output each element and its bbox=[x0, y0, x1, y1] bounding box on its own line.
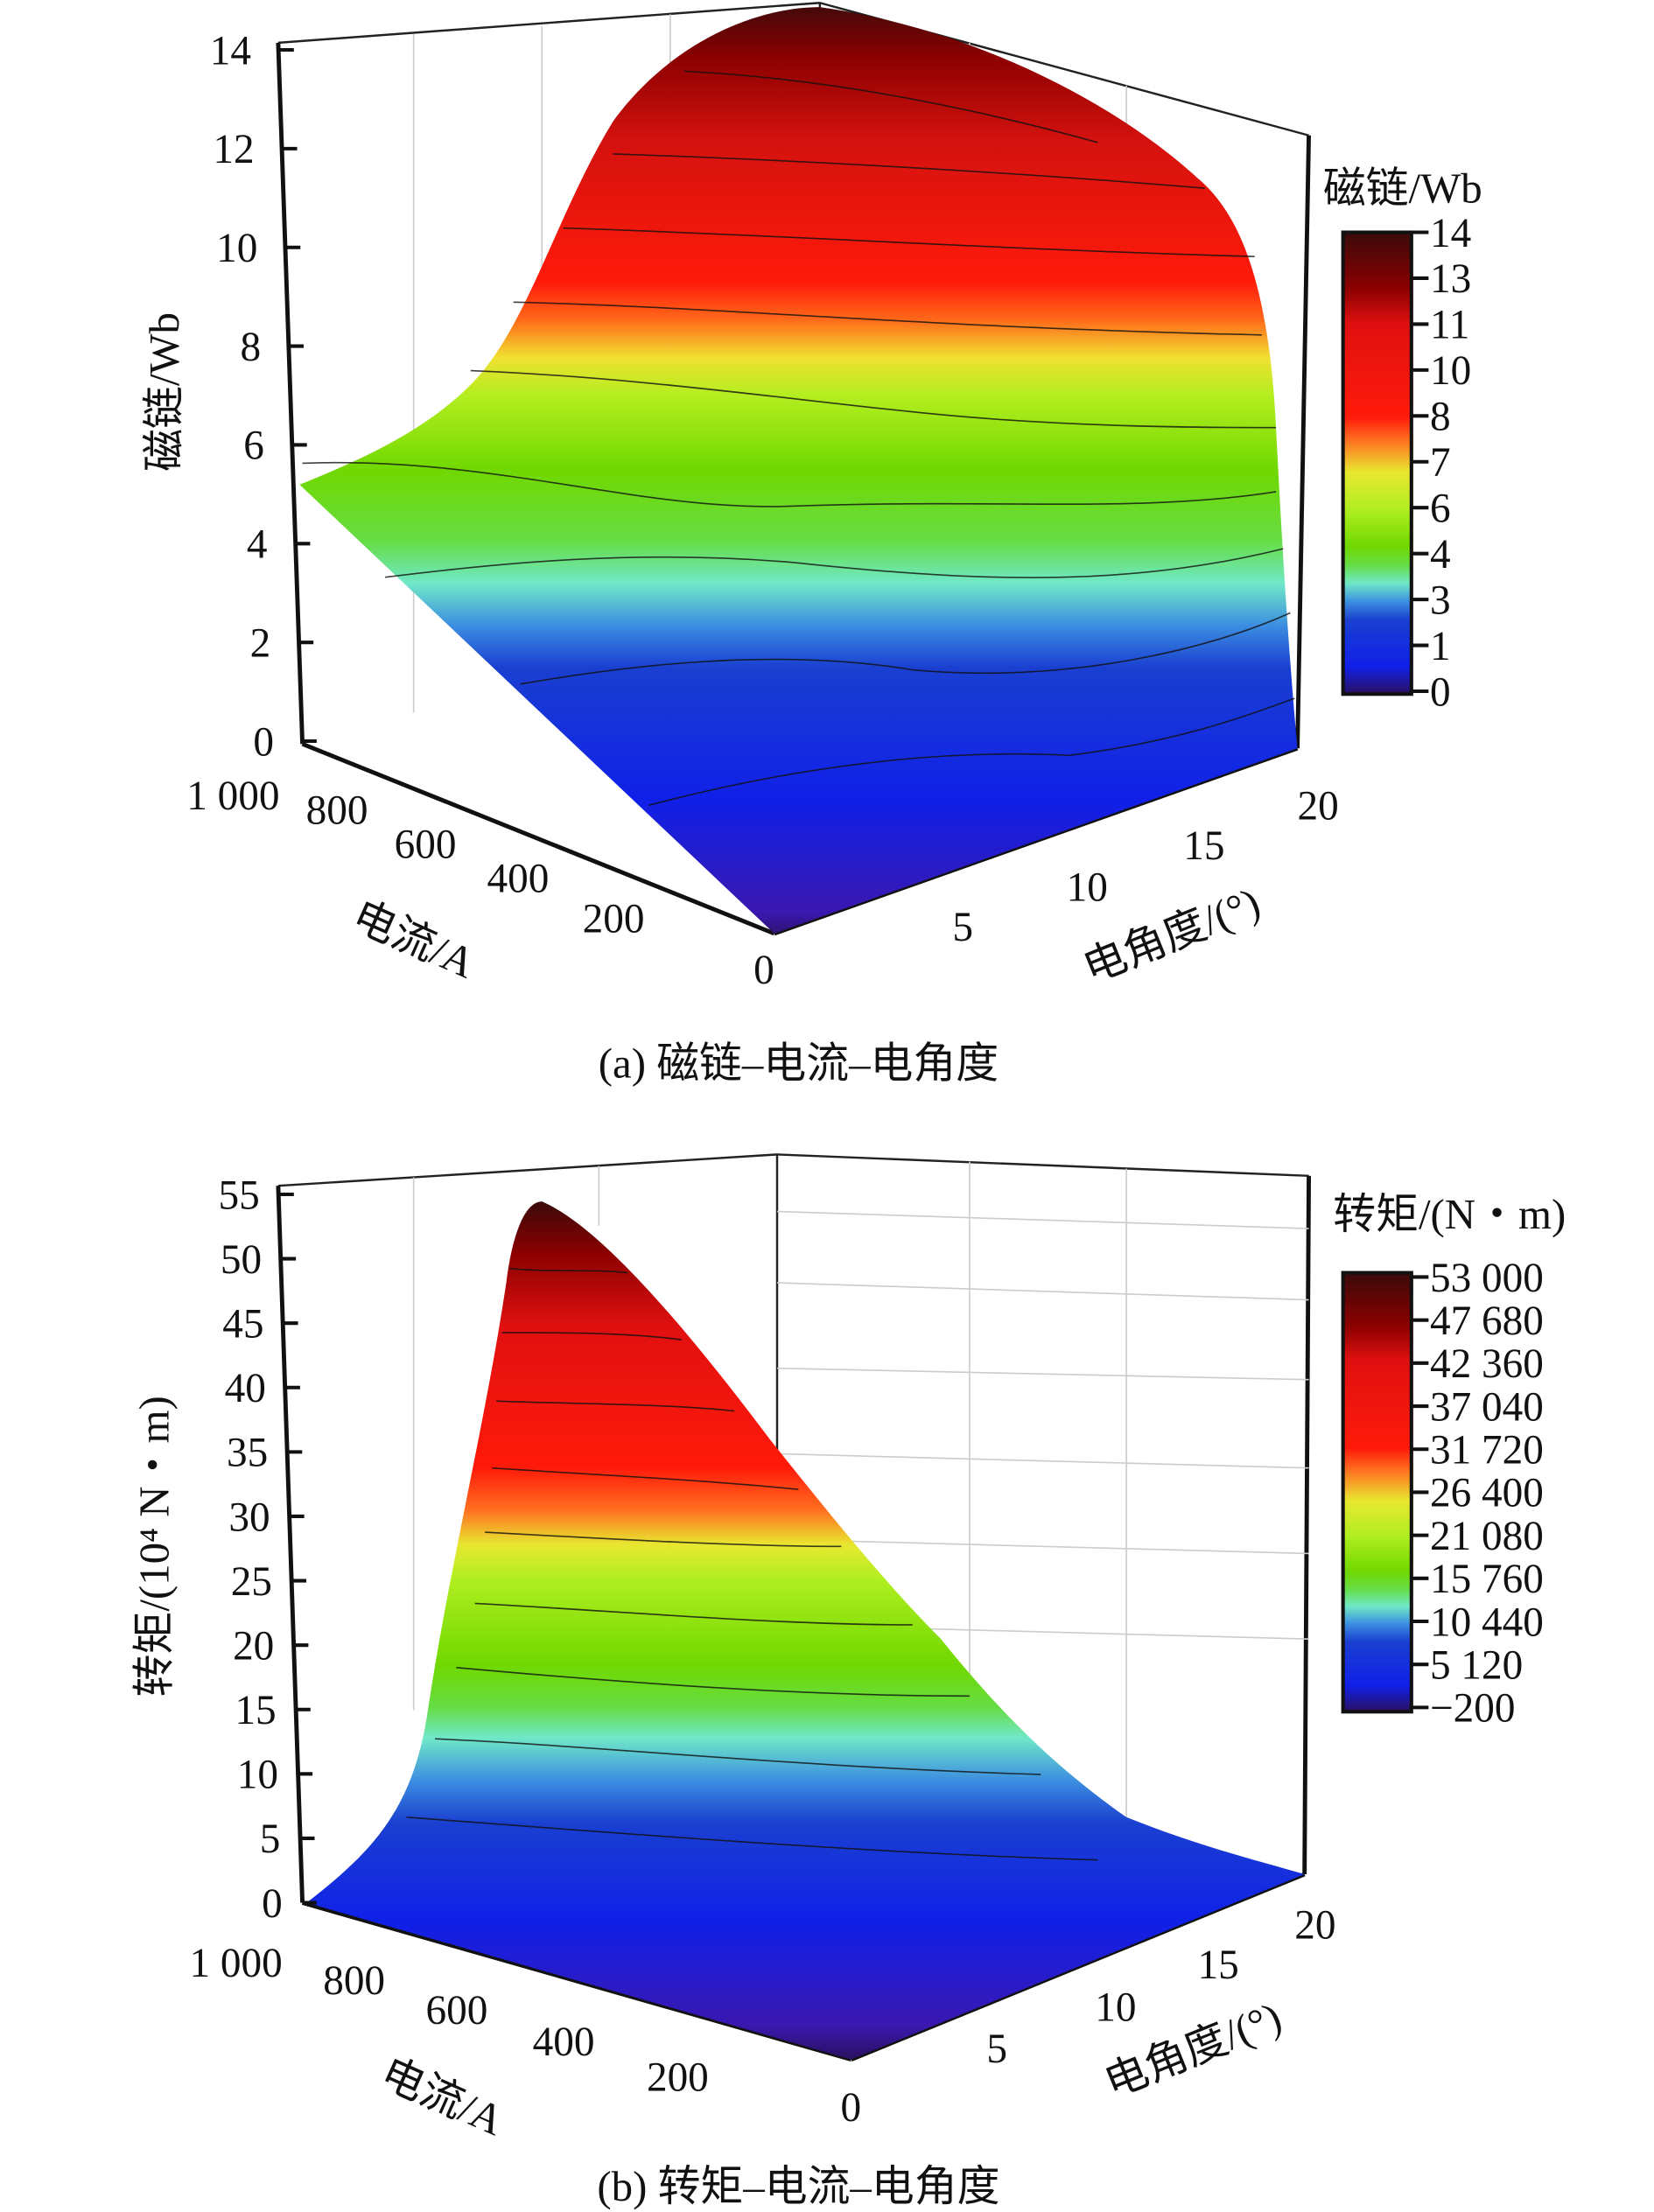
colorbar-tick-label: 5 120 bbox=[1430, 1642, 1523, 1688]
panel-a-contours bbox=[302, 70, 1295, 807]
panel-b-current-label: 电流/A bbox=[374, 2048, 510, 2145]
current-tick-label: 0 bbox=[840, 2085, 861, 2131]
z-tick-label: 35 bbox=[227, 1431, 268, 1476]
z-tick-label: 5 bbox=[260, 1816, 281, 1862]
colorbar-tick-label: 0 bbox=[1430, 669, 1451, 715]
z-tick-label: 40 bbox=[225, 1366, 266, 1411]
panel-a-current-ticks: 1 000 800 600 400 200 0 bbox=[186, 774, 774, 993]
z-tick-label: 14 bbox=[210, 28, 251, 74]
z-tick-label: 0 bbox=[253, 719, 274, 765]
panel-b-colorbar-title: 转矩/(N・m) bbox=[1333, 1190, 1566, 1238]
current-tick-label: 200 bbox=[583, 896, 645, 942]
z-tick-label: 10 bbox=[237, 1753, 278, 1798]
current-tick-label: 0 bbox=[753, 948, 774, 993]
current-tick-label: 600 bbox=[395, 822, 457, 868]
panel-b-contours bbox=[406, 1267, 1098, 1861]
colorbar-tick-label: 37 040 bbox=[1430, 1384, 1544, 1430]
panel-b-z-ticks: 0 5 10 15 20 25 30 35 40 45 50 55 bbox=[218, 1172, 317, 1927]
z-tick-label: 4 bbox=[247, 522, 268, 568]
current-tick-label: 400 bbox=[487, 857, 550, 902]
angle-tick-label: 10 bbox=[1067, 864, 1108, 910]
panel-b-gridlines bbox=[412, 1161, 1309, 1824]
current-tick-label: 200 bbox=[647, 2055, 709, 2101]
colorbar-tick-label: 7 bbox=[1430, 440, 1451, 486]
panel-b-angle-ticks: 5 10 15 20 bbox=[986, 1902, 1335, 2072]
panel-a-colorbar bbox=[1341, 230, 1413, 696]
z-tick-label: 25 bbox=[231, 1559, 272, 1605]
current-tick-label: 800 bbox=[323, 1958, 385, 2004]
panel-b-colorbar bbox=[1341, 1270, 1413, 1714]
z-tick-label: 8 bbox=[240, 325, 261, 370]
panel-a-caption: (a) 磁链–电流–电角度 bbox=[599, 1039, 999, 1087]
colorbar-tick-label: 11 bbox=[1430, 303, 1469, 348]
panel-a-zlabel: 磁链/Wb bbox=[140, 312, 188, 472]
panel-a-colorbar-title: 磁链/Wb bbox=[1323, 164, 1482, 212]
colorbar-tick-label: 8 bbox=[1430, 395, 1451, 440]
z-tick-label: 45 bbox=[222, 1301, 263, 1347]
z-tick-label: 10 bbox=[216, 226, 257, 271]
z-tick-label: 20 bbox=[233, 1623, 274, 1669]
current-tick-label: 400 bbox=[533, 2020, 595, 2065]
angle-tick-label: 20 bbox=[1294, 1902, 1335, 1948]
z-tick-label: 55 bbox=[218, 1172, 259, 1218]
panel-b-surface bbox=[306, 1201, 1305, 2060]
colorbar-tick-label: −200 bbox=[1430, 1686, 1515, 1732]
panel-a-z-ticks: 0 2 4 6 8 10 12 14 bbox=[210, 28, 317, 765]
z-tick-label: 12 bbox=[213, 127, 254, 172]
colorbar-tick-label: 14 bbox=[1430, 211, 1471, 256]
colorbar-tick-label: 21 080 bbox=[1430, 1514, 1544, 1559]
panel-a-surface bbox=[299, 7, 1298, 934]
current-tick-label: 600 bbox=[426, 1988, 488, 2034]
colorbar-tick-label: 1 bbox=[1430, 624, 1451, 669]
colorbar-tick-label: 13 bbox=[1430, 256, 1471, 302]
angle-tick-label: 10 bbox=[1095, 1985, 1136, 2031]
angle-tick-label: 15 bbox=[1198, 1942, 1239, 1988]
panel-a-current-label: 电流/A bbox=[346, 892, 482, 988]
colorbar-tick-label: 42 360 bbox=[1430, 1341, 1544, 1387]
colorbar-tick-label: 10 440 bbox=[1430, 1600, 1544, 1645]
z-tick-label: 6 bbox=[243, 424, 264, 469]
colorbar-tick-label: 47 680 bbox=[1430, 1298, 1544, 1344]
panel-b-current-ticks: 1 000 800 600 400 200 0 bbox=[190, 1941, 862, 2131]
colorbar-tick-label: 4 bbox=[1430, 532, 1451, 578]
colorbar-tick-label: 31 720 bbox=[1430, 1428, 1544, 1474]
panel-a-angle-ticks: 5 10 15 20 bbox=[952, 784, 1338, 950]
z-tick-label: 0 bbox=[262, 1881, 283, 1927]
colorbar-tick-label: 3 bbox=[1430, 578, 1451, 623]
panel-b-zlabel: 转矩/(10⁴ N・m) bbox=[130, 1396, 178, 1697]
current-tick-label: 1 000 bbox=[186, 774, 279, 819]
current-tick-label: 800 bbox=[306, 788, 368, 833]
colorbar-tick-label: 6 bbox=[1430, 486, 1451, 531]
z-tick-label: 50 bbox=[221, 1237, 262, 1283]
colorbar-tick-label: 15 760 bbox=[1430, 1557, 1544, 1602]
angle-tick-label: 15 bbox=[1183, 823, 1224, 869]
colorbar-tick-label: 53 000 bbox=[1430, 1256, 1544, 1301]
colorbar-tick-label: 26 400 bbox=[1430, 1471, 1544, 1516]
z-tick-label: 30 bbox=[228, 1494, 270, 1540]
panel-b-axes-box bbox=[276, 1153, 1311, 2062]
z-tick-label: 15 bbox=[235, 1688, 276, 1733]
angle-tick-label: 20 bbox=[1298, 784, 1339, 830]
angle-tick-label: 5 bbox=[986, 2026, 1007, 2072]
colorbar-tick-label: 10 bbox=[1430, 348, 1471, 394]
angle-tick-label: 5 bbox=[952, 905, 973, 950]
z-tick-label: 2 bbox=[250, 620, 271, 666]
panel-b-caption: (b) 转矩–电流–电角度 bbox=[597, 2162, 999, 2210]
current-tick-label: 1 000 bbox=[190, 1941, 283, 1986]
